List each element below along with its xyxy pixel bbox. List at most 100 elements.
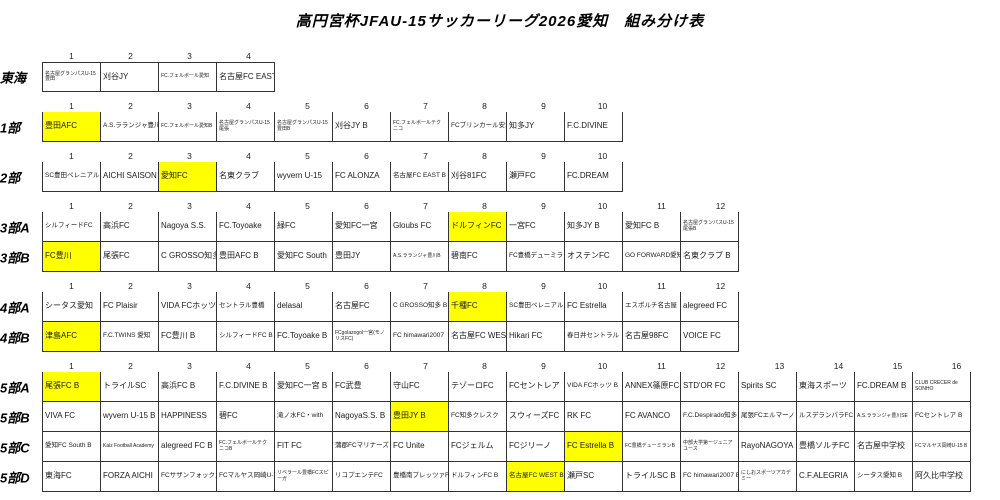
- column-number: 5: [305, 101, 310, 111]
- column-number: 10: [597, 201, 608, 211]
- division-row: 1 2 3 4 5 6 7 8 9 10 11 12 13 14 15 16 5部A 尾張FC B トライルSC 高浜…: [0, 360, 1000, 402]
- team-cell: 豊田AFC: [42, 112, 101, 142]
- team-cell: 春日井セントラル: [564, 322, 623, 352]
- team-cell: FC.フェルボール愛知: [158, 62, 217, 92]
- team-cell: シータス愛知: [42, 292, 101, 322]
- team-cell: 瀬戸SC: [564, 462, 623, 492]
- team-cell: FC.フェルボールテクニコ: [390, 112, 449, 142]
- team-cell: 守山FC: [390, 372, 449, 402]
- team-cell: VIDA FCホッツ B: [564, 372, 623, 402]
- team-cell: 名古屋FC: [332, 292, 391, 322]
- team-cell: 豊田JY: [332, 242, 391, 272]
- column-number: 15: [892, 361, 903, 371]
- column-number: 9: [541, 201, 546, 211]
- column-number: 4: [246, 281, 251, 291]
- column-number: 3: [187, 361, 192, 371]
- column-number: 4: [246, 201, 251, 211]
- team-cell: シルフィードFC: [42, 212, 101, 242]
- column-number: 4: [246, 51, 251, 61]
- team-cell: 愛知FC B: [622, 212, 681, 242]
- column-number: 4: [246, 151, 251, 161]
- team-cell: 愛知FC: [158, 162, 217, 192]
- team-cell: FC.Toyoake: [216, 212, 275, 242]
- team-cell: 名古屋FC EAST B: [390, 162, 449, 192]
- team-cell: Kalz Football Academy: [100, 432, 159, 462]
- team-cell: FC Plaisir: [100, 292, 159, 322]
- division-row: 5部C 愛知FC South B Kalz Football Academy aleg…: [0, 432, 1000, 462]
- column-number: 8: [482, 201, 487, 211]
- column-number: 10: [597, 151, 608, 161]
- team-cell: wyvern U-15: [274, 162, 333, 192]
- column-number: 5: [305, 201, 310, 211]
- team-cell: FC Unite: [390, 432, 449, 462]
- team-cell: 一宮FC: [506, 212, 565, 242]
- column-number: 1: [69, 51, 74, 61]
- column-number: 9: [541, 281, 546, 291]
- column-number: 3: [187, 201, 192, 211]
- division-label: 3部A: [0, 220, 30, 236]
- team-cell: SC豊田ペレニアル: [42, 162, 101, 192]
- column-number: 2: [128, 361, 133, 371]
- team-cell: スウィーズFC: [506, 402, 565, 432]
- team-cell: FC.Toyoake B: [274, 322, 333, 352]
- column-number: 9: [541, 361, 546, 371]
- team-cell: 刈谷81FC: [448, 162, 507, 192]
- team-cell: FC.DREAM: [564, 162, 623, 192]
- team-cell: FCジェルム: [448, 432, 507, 462]
- column-number: 7: [423, 361, 428, 371]
- team-cell: FC知多クレスク: [448, 402, 507, 432]
- team-cell: トライルSC B: [622, 462, 681, 492]
- team-cell: FCセントレア B: [912, 402, 971, 432]
- team-cell: 名東クラブ B: [680, 242, 739, 272]
- team-cell: 愛知FC South: [274, 242, 333, 272]
- column-number: 10: [597, 101, 608, 111]
- team-cell: FC.フェルボール愛知B: [158, 112, 217, 142]
- column-number: 11: [657, 201, 666, 211]
- team-cell: VOICE FC: [680, 322, 739, 352]
- column-number: 13: [774, 361, 785, 371]
- team-cell: 高浜FC: [100, 212, 159, 242]
- column-number: 1: [69, 201, 74, 211]
- column-number: 8: [482, 361, 487, 371]
- column-number-row: 1 2 3 4 5 6 7 8 9 10: [42, 100, 1000, 112]
- division-label: 4部B: [0, 330, 30, 346]
- team-cell: FC AVANCO: [622, 402, 681, 432]
- column-number-row: 1 2 3 4 5 6 7 8 9 10 11 12: [42, 200, 1000, 212]
- team-cell: ANNEX篠原FC: [622, 372, 681, 402]
- column-number: 6: [364, 201, 369, 211]
- team-cell: 名古屋グランパスU-15尾張: [216, 112, 275, 142]
- column-number: 8: [482, 151, 487, 161]
- team-cell: 名古屋FC EAST: [216, 62, 275, 92]
- team-cell: ドルフィンFC: [448, 212, 507, 242]
- team-cell: トライルSC: [100, 372, 159, 402]
- team-cell: リベラール豊橋FCスピーガ: [274, 462, 333, 492]
- column-number: 8: [482, 101, 487, 111]
- team-cell: alegreed FC B: [158, 432, 217, 462]
- column-number: 4: [246, 361, 251, 371]
- team-cell: 高浜FC B: [158, 372, 217, 402]
- team-cell: FC.フェルボールテクニコB: [216, 432, 275, 462]
- team-cell: 刈谷JY B: [332, 112, 391, 142]
- team-cell: FC ALONZA: [332, 162, 391, 192]
- team-cell: AICHI SAISON: [100, 162, 159, 192]
- column-number: 7: [423, 101, 428, 111]
- team-row: シータス愛知 FC Plaisir VIDA FCホッツ セントラル豊橋 delasal…: [42, 292, 1000, 322]
- column-number: 3: [187, 101, 192, 111]
- team-cell: FORZA AICHI: [100, 462, 159, 492]
- division-label: 1部: [0, 120, 21, 136]
- team-cell: 中部大学第一ジュニアユース: [680, 432, 739, 462]
- column-number: 3: [187, 151, 192, 161]
- team-cell: Hikari FC: [506, 322, 565, 352]
- team-cell: 豊橋ソルチFC: [796, 432, 855, 462]
- division-row: 1 2 3 4 5 6 7 8 9 10 11 12 3部A シルフィードFC 高浜FC Nagoya S.S…: [0, 200, 1000, 242]
- column-number-row: 1 2 3 4 5 6 7 8 9 10 11 12 13 14 15 16: [42, 360, 1000, 372]
- division-label: 3部B: [0, 250, 30, 266]
- column-number: 7: [423, 151, 428, 161]
- division-row: 1 2 3 4 5 6 7 8 9 10 2部 SC豊田ペレニアル AICHI SAISON 愛知FC 名東…: [0, 150, 1000, 192]
- page-title: 高円宮杯JFAU-15サッカーリーグ2026愛知 組み分け表: [295, 13, 705, 30]
- team-cell: FC Estrella: [564, 292, 623, 322]
- division-label: 5部B: [0, 410, 30, 426]
- column-number: 12: [715, 201, 726, 211]
- team-cell: Spirits SC: [738, 372, 797, 402]
- team-cell: NagoyaS.S. B: [332, 402, 391, 432]
